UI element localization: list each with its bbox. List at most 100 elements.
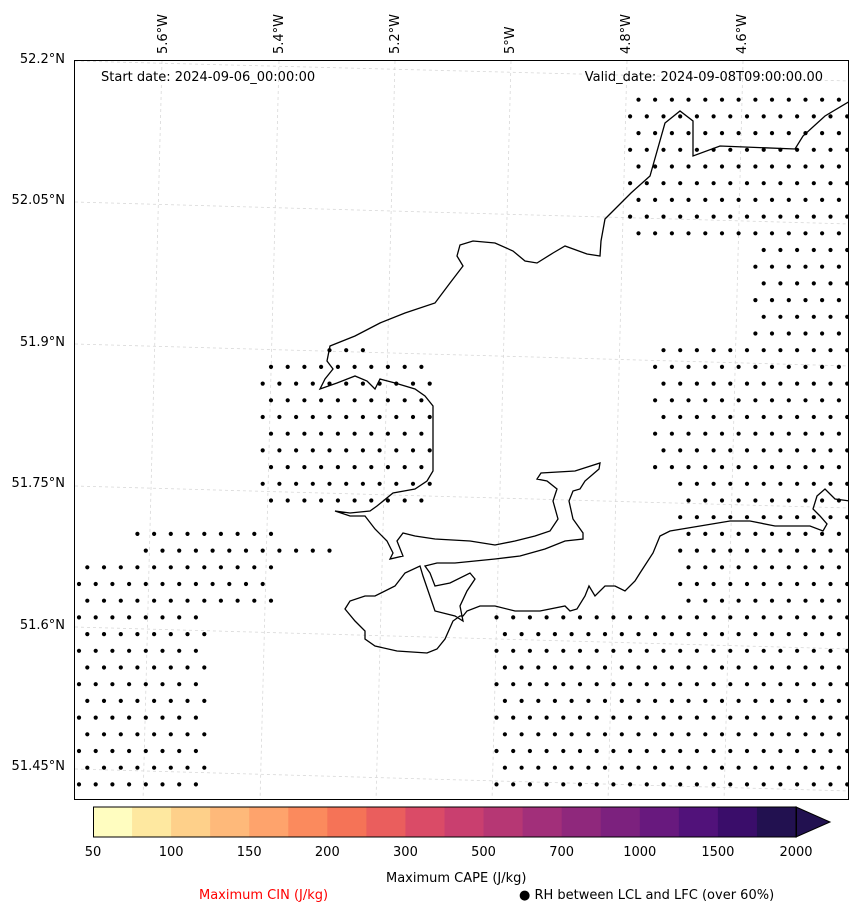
stipple-dot xyxy=(202,665,207,670)
stipple-dot xyxy=(694,348,700,353)
stipple-dot xyxy=(769,331,775,336)
stipple-dot xyxy=(152,665,157,670)
stipple-dot xyxy=(644,615,649,620)
stipple-dot xyxy=(160,682,165,687)
stipple-dot xyxy=(110,715,115,720)
stipple-dot xyxy=(820,765,825,770)
stipple-dot xyxy=(561,782,566,787)
stipple-dot xyxy=(711,181,716,186)
stipple-dot xyxy=(753,197,758,202)
stipple-dot xyxy=(661,682,666,687)
stipple-dot xyxy=(803,164,808,169)
stipple-dot xyxy=(177,715,182,720)
stipple-dot xyxy=(820,131,825,136)
stipple-dot xyxy=(711,114,716,119)
stipple-dot xyxy=(811,581,816,587)
stipple-dot xyxy=(845,414,848,420)
stipple-dot xyxy=(778,181,783,186)
stipple-dot xyxy=(569,732,574,737)
stipple-dot xyxy=(502,765,507,770)
stipple-dot xyxy=(202,732,207,737)
stipple-dot xyxy=(703,431,708,436)
stipple-dot xyxy=(711,214,716,219)
stipple-dot xyxy=(678,448,683,453)
stipple-dot xyxy=(803,565,808,570)
stipple-dot xyxy=(210,548,215,553)
stipple-dot xyxy=(653,197,658,202)
stipple-dot xyxy=(561,615,566,620)
stipple-dot xyxy=(694,414,700,420)
stipple-dot xyxy=(678,348,683,353)
stipple-dot xyxy=(118,765,123,770)
stipple-dot xyxy=(661,147,666,152)
stipple-dot xyxy=(786,264,791,269)
stipple-dot xyxy=(644,715,649,720)
stipple-dot xyxy=(769,97,775,102)
stipple-dot xyxy=(594,615,599,620)
stipple-dot xyxy=(552,698,557,704)
stipple-dot xyxy=(786,465,791,470)
stipple-dot xyxy=(185,598,190,603)
stipple-dot xyxy=(778,348,783,353)
stipple-dot xyxy=(828,748,833,754)
stipple-dot xyxy=(577,682,583,687)
stipple-dot xyxy=(352,465,357,470)
stipple-dot xyxy=(218,531,223,536)
stipple-dot xyxy=(744,581,750,587)
stipple-dot xyxy=(719,97,725,102)
stipple-dot xyxy=(536,632,541,637)
stipple-dot xyxy=(703,765,708,770)
stipple-dot xyxy=(786,131,791,136)
stipple-dot xyxy=(577,615,583,620)
stipple-dot xyxy=(118,632,123,637)
stipple-dot xyxy=(728,214,733,219)
colorbar-swatch xyxy=(483,807,524,837)
stipple-dot xyxy=(260,414,265,420)
stipple-dot xyxy=(828,648,833,653)
stipple-dot xyxy=(703,665,708,670)
stipple-dot xyxy=(811,515,816,520)
stipple-dot xyxy=(711,548,716,553)
stipple-dot xyxy=(268,598,274,603)
stipple-dot xyxy=(795,381,800,386)
stipple-dot xyxy=(678,715,683,720)
stipple-dot xyxy=(703,97,708,102)
stipple-dot xyxy=(536,765,541,770)
graticule-lon xyxy=(259,61,280,799)
stipple-dot xyxy=(76,748,82,754)
stipple-dot xyxy=(252,598,257,603)
stipple-dot xyxy=(85,765,90,770)
stipple-dot xyxy=(728,615,733,620)
stipple-dot xyxy=(803,197,808,202)
stipple-dot xyxy=(360,381,365,386)
stipple-dot xyxy=(778,381,783,386)
rh-stippling xyxy=(76,97,848,787)
stipple-dot xyxy=(327,448,332,453)
stipple-dot xyxy=(769,632,775,637)
stipple-dot xyxy=(152,698,157,704)
stipple-dot xyxy=(218,565,223,570)
stipple-dot xyxy=(736,131,741,136)
stipple-dot xyxy=(736,698,741,704)
stipple-dot xyxy=(795,515,800,520)
stipple-dot xyxy=(703,197,708,202)
stipple-dot xyxy=(644,682,649,687)
stipple-dot xyxy=(177,581,182,587)
stipple-dot xyxy=(744,615,750,620)
stipple-dot xyxy=(143,715,148,720)
stipple-dot xyxy=(527,648,532,653)
stipple-dot xyxy=(845,348,848,353)
stipple-dot xyxy=(101,698,107,704)
stipple-dot xyxy=(110,748,115,754)
stipple-dot xyxy=(669,632,675,637)
lat-label: 51.6°N xyxy=(19,618,65,633)
stipple-dot xyxy=(769,531,775,536)
stipple-dot xyxy=(845,715,848,720)
stipple-dot xyxy=(828,682,833,687)
stipple-dot xyxy=(152,632,157,637)
stipple-dot xyxy=(728,782,733,787)
stipple-dot xyxy=(327,481,332,486)
stipple-dot xyxy=(569,632,574,637)
stipple-dot xyxy=(803,665,808,670)
stipple-dot xyxy=(703,164,708,169)
